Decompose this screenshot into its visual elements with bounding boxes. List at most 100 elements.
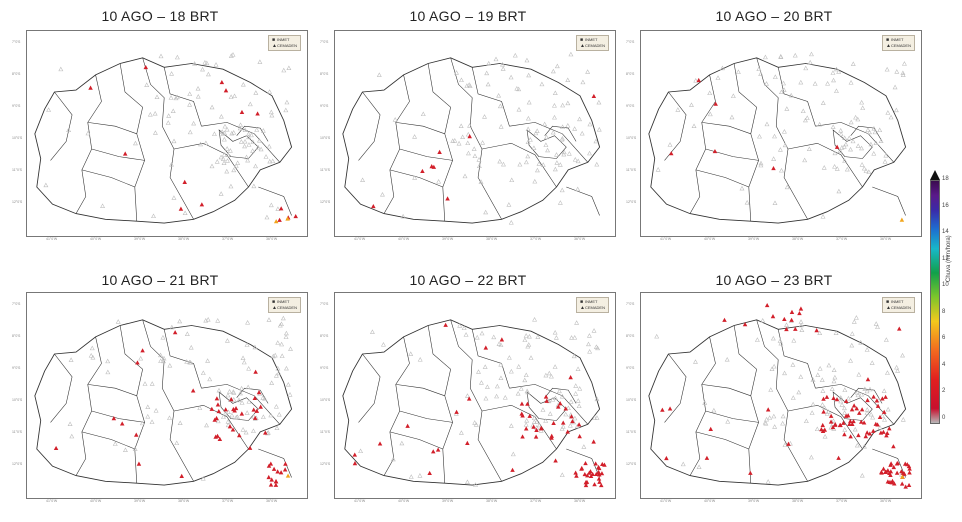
municipality-boundary xyxy=(815,122,895,163)
station-marker xyxy=(836,188,842,194)
municipality-boundary xyxy=(695,431,749,450)
x-tick-label: 38°0'W xyxy=(792,499,804,503)
station-marker xyxy=(508,368,514,374)
station-marker-rain xyxy=(254,408,260,413)
station-marker xyxy=(276,370,282,376)
station-marker xyxy=(482,364,488,369)
station-marker-rain xyxy=(467,134,472,139)
station-marker xyxy=(822,405,828,410)
station-marker xyxy=(819,402,825,407)
station-marker xyxy=(554,63,560,69)
station-marker-rain xyxy=(863,434,869,439)
station-marker xyxy=(565,100,571,106)
station-marker xyxy=(654,333,660,339)
station-marker-rain xyxy=(906,463,912,469)
station-marker-rain xyxy=(431,164,437,169)
station-marker-rain xyxy=(533,434,539,439)
municipality-boundary xyxy=(218,129,259,159)
municipality-boundary xyxy=(50,91,73,161)
station-marker xyxy=(279,353,285,358)
x-tick-label: 40°0'W xyxy=(398,499,410,503)
station-marker xyxy=(559,472,565,477)
station-marker xyxy=(772,200,778,205)
station-marker xyxy=(231,130,237,135)
y-tick-label: 9°0'S xyxy=(626,366,635,370)
station-marker-rain xyxy=(553,458,558,463)
station-marker xyxy=(724,356,730,362)
station-marker-rain xyxy=(520,413,525,418)
station-marker xyxy=(735,69,741,74)
x-tick-label: 39°0'W xyxy=(442,499,454,503)
municipality-boundary xyxy=(358,353,381,423)
station-marker-rain xyxy=(585,473,590,478)
station-marker-rain xyxy=(405,423,410,428)
station-marker xyxy=(853,315,859,320)
municipality-boundary xyxy=(566,448,600,478)
station-marker xyxy=(778,89,784,94)
station-marker xyxy=(859,162,865,167)
station-marker xyxy=(245,384,251,390)
municipality-boundary xyxy=(689,74,716,214)
station-marker xyxy=(169,71,175,76)
municipality-boundary xyxy=(450,319,502,482)
legend-square-icon: ■ xyxy=(579,37,584,43)
station-marker xyxy=(860,105,866,110)
station-marker xyxy=(849,331,855,336)
station-marker-rain xyxy=(874,398,880,403)
station-marker-rain xyxy=(851,418,856,424)
station-marker xyxy=(244,410,250,415)
station-marker xyxy=(510,451,516,457)
station-marker-rain xyxy=(873,421,879,426)
station-marker xyxy=(67,421,73,426)
station-marker-rain xyxy=(881,429,886,434)
station-marker xyxy=(572,126,578,131)
station-marker xyxy=(273,404,279,409)
station-marker xyxy=(225,422,231,428)
station-marker-rain xyxy=(907,470,912,475)
station-marker-rain xyxy=(573,470,578,475)
station-marker xyxy=(138,355,144,361)
station-marker xyxy=(579,130,585,136)
station-marker xyxy=(540,407,546,412)
station-marker xyxy=(105,369,111,375)
station-marker xyxy=(788,92,794,98)
station-marker-rain xyxy=(543,394,549,399)
station-marker xyxy=(548,373,554,379)
y-tick-label: 11°0'S xyxy=(320,430,330,434)
station-marker xyxy=(171,195,177,200)
legend-item-inmet: INMET xyxy=(276,37,290,42)
station-marker xyxy=(239,400,245,405)
station-marker-rain xyxy=(877,414,883,420)
station-marker xyxy=(267,158,273,164)
municipality-boundary xyxy=(399,410,453,423)
station-marker xyxy=(501,161,506,167)
x-tick-label: 36°0'W xyxy=(266,237,278,241)
y-tick-label: 10°0'S xyxy=(320,398,331,402)
station-marker-rain xyxy=(579,465,585,471)
x-tick-label: 39°0'W xyxy=(134,237,146,241)
station-marker xyxy=(250,428,256,433)
station-marker-rain xyxy=(465,440,470,445)
station-marker-rain xyxy=(420,168,425,174)
station-marker xyxy=(546,370,552,376)
station-marker xyxy=(802,157,808,163)
station-marker xyxy=(780,413,786,419)
station-marker xyxy=(494,383,500,389)
colorbar-tick: 10 xyxy=(942,282,949,288)
station-marker-rain xyxy=(847,421,852,426)
station-marker xyxy=(245,157,251,163)
station-marker xyxy=(568,51,574,57)
station-marker xyxy=(594,161,600,167)
municipality-boundary xyxy=(119,325,145,484)
station-marker-rain xyxy=(789,317,794,322)
station-marker xyxy=(256,137,262,143)
station-marker xyxy=(758,71,764,76)
municipality-boundary xyxy=(163,67,202,127)
station-marker xyxy=(68,357,74,362)
station-marker xyxy=(825,81,831,86)
station-marker xyxy=(242,138,248,144)
station-marker-rain xyxy=(574,473,579,478)
station-marker xyxy=(376,72,382,77)
station-marker-rain xyxy=(722,317,727,322)
station-marker xyxy=(498,342,504,347)
